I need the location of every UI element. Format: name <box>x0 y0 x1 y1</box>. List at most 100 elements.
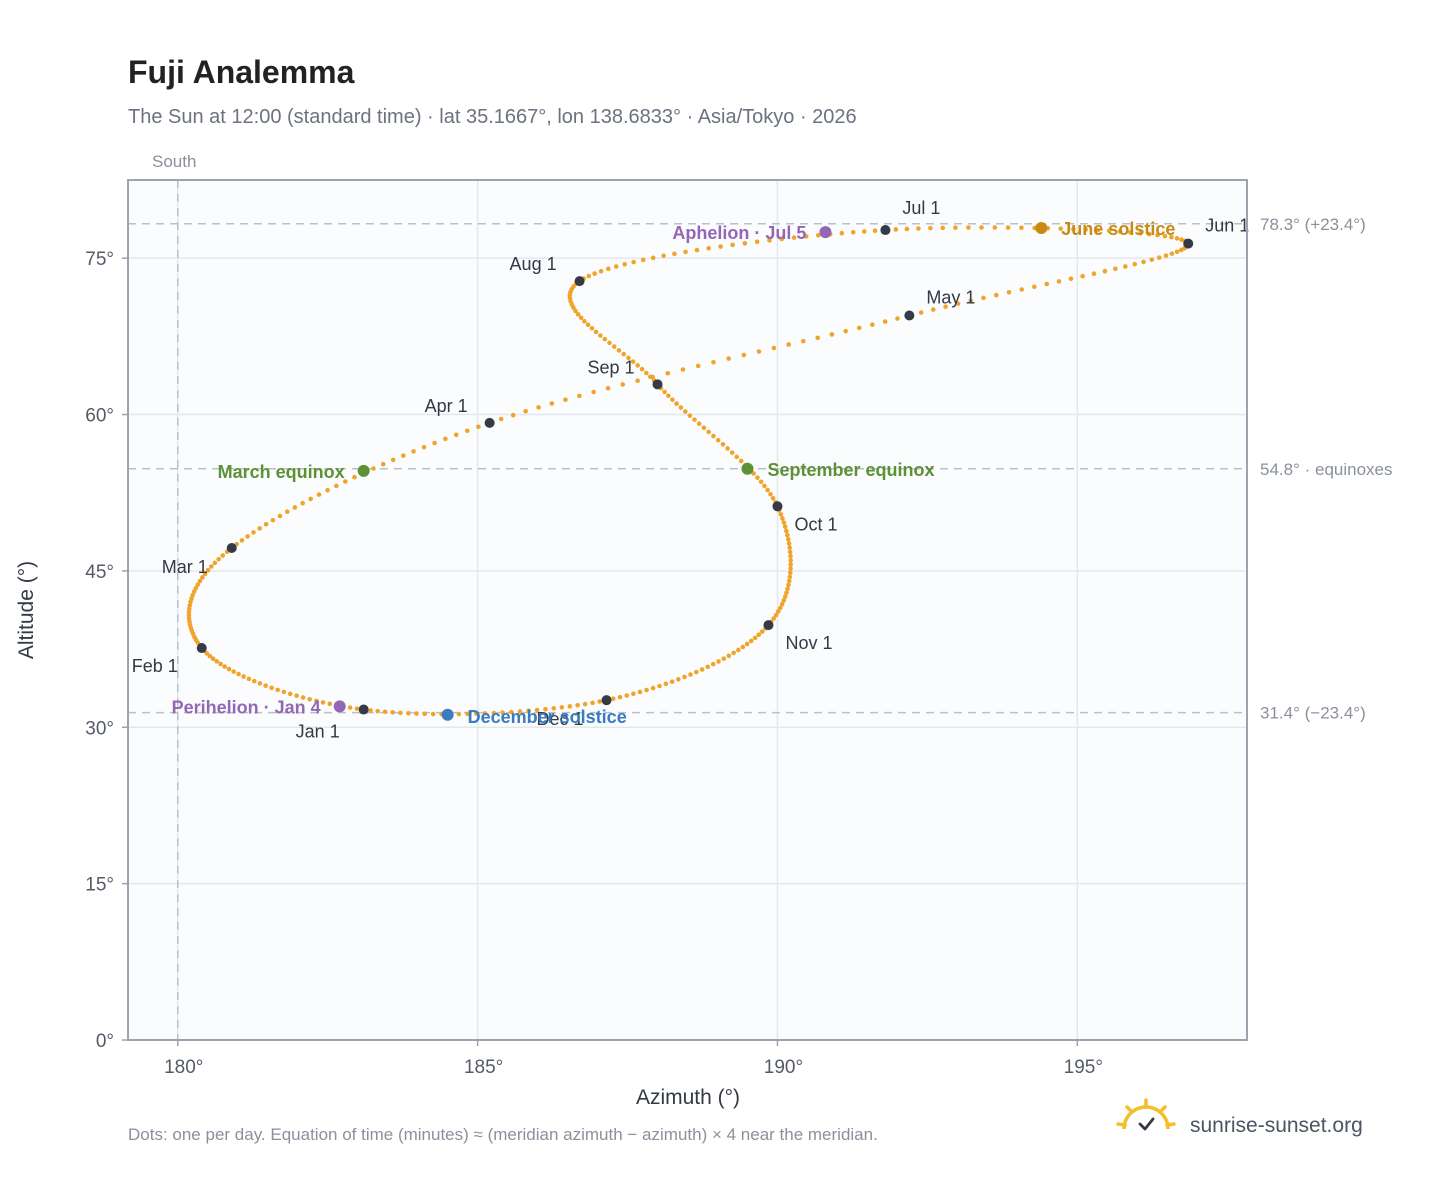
daily-dot <box>327 701 333 707</box>
daily-dot <box>786 342 792 347</box>
daily-dot <box>672 251 677 257</box>
daily-dot <box>216 556 221 562</box>
daily-dot <box>1174 249 1180 255</box>
event-dot <box>357 464 370 477</box>
daily-dot <box>281 689 287 695</box>
daily-dot <box>325 487 330 493</box>
daily-dot <box>263 521 269 527</box>
daily-dot <box>688 672 693 677</box>
daily-dot <box>726 356 731 361</box>
event-label: September equinox <box>767 460 934 480</box>
daily-dot <box>782 524 788 530</box>
daily-dot <box>246 676 252 682</box>
x-tick-label: 190° <box>764 1057 803 1078</box>
daily-dot <box>788 562 793 567</box>
month-dot <box>484 417 495 428</box>
daily-dot <box>573 308 578 314</box>
daily-dot <box>755 475 760 480</box>
daily-dot <box>725 446 730 451</box>
daily-dot <box>726 653 732 659</box>
daily-dot <box>314 698 319 704</box>
daily-dot <box>347 705 353 710</box>
daily-dot <box>777 605 783 611</box>
daily-dot <box>414 711 419 716</box>
daily-dot <box>705 664 711 670</box>
daily-dot <box>648 374 653 380</box>
daily-dot <box>300 500 305 506</box>
daily-dot <box>930 307 936 312</box>
brand-name: sunrise-sunset.org <box>1190 1114 1363 1137</box>
daily-dot <box>549 401 555 406</box>
daily-dot <box>307 696 312 702</box>
sun-check-icon <box>1116 1098 1176 1131</box>
daily-dot <box>606 266 611 272</box>
daily-dot <box>637 689 643 695</box>
daily-dot <box>730 242 735 248</box>
daily-dot <box>665 370 671 376</box>
daily-dot <box>768 491 773 497</box>
month-label: Sep 1 <box>588 357 635 377</box>
daily-dot <box>781 598 787 603</box>
daily-dot <box>197 578 203 584</box>
daily-dot <box>1149 257 1155 263</box>
daily-dot <box>559 705 565 710</box>
daily-dot <box>551 706 557 711</box>
daily-dot <box>334 483 339 489</box>
y-tick-label: 0° <box>96 1031 114 1052</box>
daily-dot <box>801 338 806 344</box>
daily-dot <box>500 710 505 715</box>
daily-dot <box>663 681 669 687</box>
daily-dot <box>785 537 791 542</box>
daily-dot <box>692 417 697 422</box>
daily-dot <box>430 711 436 717</box>
daily-dot <box>231 669 236 674</box>
daily-dot <box>220 553 226 558</box>
daily-dot <box>738 458 744 464</box>
daily-dot <box>784 528 789 534</box>
daily-dot <box>275 687 280 693</box>
daily-dot <box>630 359 636 364</box>
daily-dot <box>269 685 274 691</box>
daily-dot <box>320 700 326 705</box>
daily-dot <box>342 479 348 484</box>
daily-dot <box>517 709 523 714</box>
daily-dot <box>236 671 241 677</box>
daily-dot <box>643 370 649 376</box>
daily-dot <box>1128 230 1133 235</box>
daily-dot <box>368 708 373 713</box>
month-label: Jun 1 <box>1205 216 1249 236</box>
daily-dot <box>721 656 727 661</box>
daily-dot <box>787 574 793 580</box>
daily-dot <box>241 674 246 679</box>
daily-dot <box>856 325 862 331</box>
daily-dot <box>968 298 974 304</box>
daily-dot <box>308 496 314 502</box>
daily-dot <box>734 454 740 460</box>
event-label: Perihelion · Jan 4 <box>172 697 321 717</box>
daily-dot <box>773 612 779 618</box>
daily-dot <box>669 679 675 684</box>
daily-dot <box>740 644 746 650</box>
daily-dot <box>263 683 268 688</box>
daily-dot <box>742 241 748 246</box>
event-markers: Perihelion · Jan 4 March equinox June sols… <box>172 219 1176 727</box>
daily-dot <box>292 505 298 510</box>
daily-dot <box>226 666 232 672</box>
brand-logo[interactable]: sunrise-sunset.org <box>1116 1098 1363 1137</box>
daily-dot <box>639 366 645 372</box>
daily-dot <box>626 355 631 361</box>
daily-dot <box>406 710 411 716</box>
event-label: June solstice <box>1061 219 1175 239</box>
daily-dot <box>1117 229 1123 234</box>
daily-dot <box>918 310 924 315</box>
x-axis-label: Azimuth (°) <box>636 1086 740 1109</box>
daily-dot <box>456 711 462 717</box>
daily-dot <box>582 701 588 707</box>
month-label: Oct 1 <box>794 514 837 534</box>
daily-dot <box>771 345 777 351</box>
daily-dot <box>736 647 741 653</box>
daily-dot <box>839 230 845 236</box>
daily-dot <box>635 363 640 368</box>
daily-dot <box>1019 287 1025 292</box>
daily-dot <box>186 612 192 618</box>
